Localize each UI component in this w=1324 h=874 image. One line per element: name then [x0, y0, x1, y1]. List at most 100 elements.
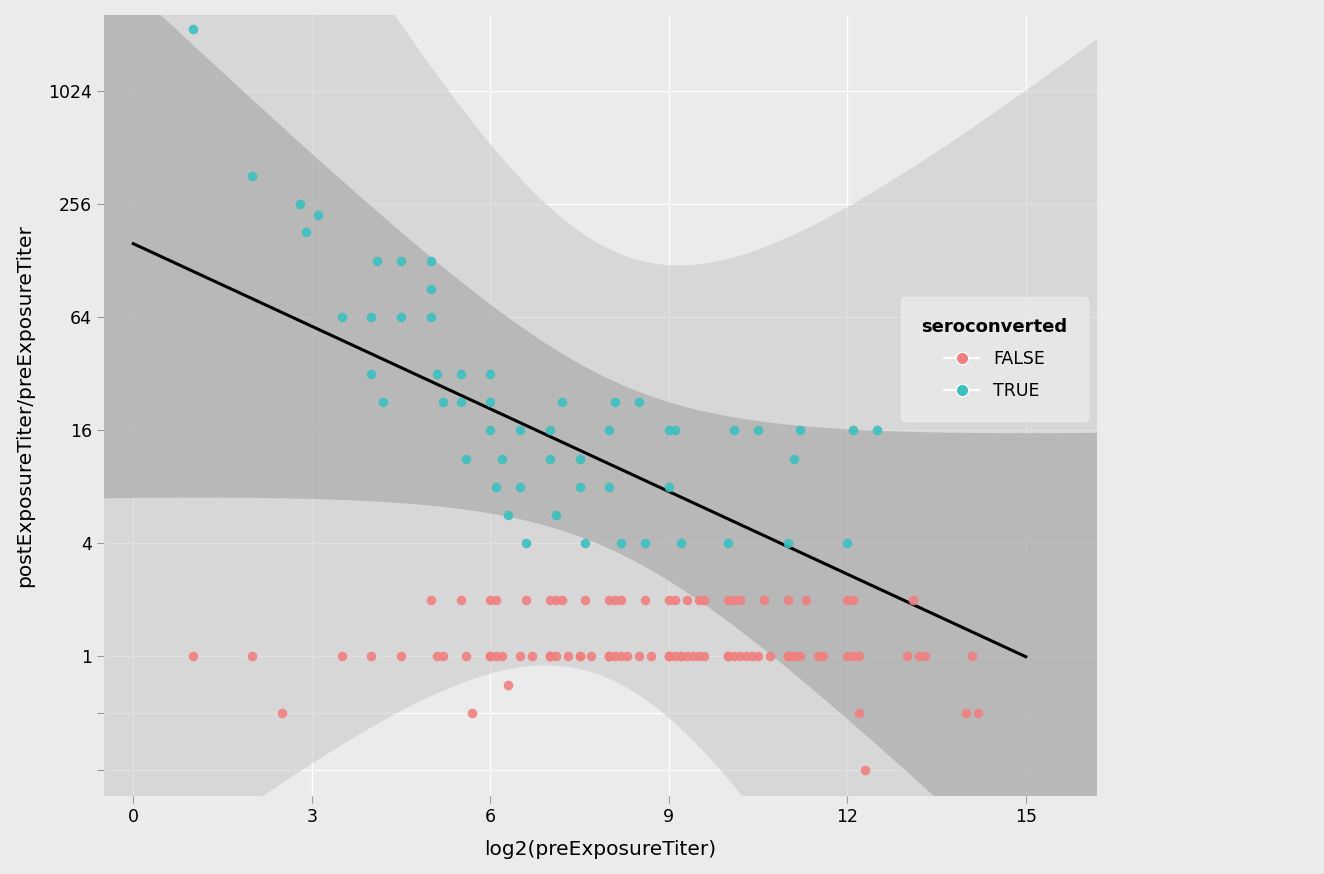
Point	[760, 649, 781, 663]
Point	[777, 649, 798, 663]
Point	[902, 593, 923, 607]
Point	[450, 367, 471, 381]
Point	[730, 649, 751, 663]
Point	[539, 593, 560, 607]
Point	[510, 423, 531, 437]
Point	[545, 508, 567, 522]
Point	[307, 208, 328, 222]
Point	[956, 706, 977, 720]
Point	[242, 169, 263, 183]
Point	[295, 225, 316, 239]
Point	[455, 649, 477, 663]
Point	[539, 649, 560, 663]
Point	[455, 452, 477, 466]
Point	[432, 395, 453, 409]
Point	[677, 593, 698, 607]
Point	[842, 649, 863, 663]
Point	[479, 649, 500, 663]
Point	[242, 649, 263, 663]
Point	[360, 310, 381, 324]
Point	[486, 593, 507, 607]
Point	[551, 593, 572, 607]
Point	[753, 593, 775, 607]
Point	[724, 593, 745, 607]
Point	[331, 649, 352, 663]
Point	[450, 593, 471, 607]
Point	[777, 593, 798, 607]
Point	[634, 593, 655, 607]
Point	[670, 649, 691, 663]
Point	[849, 649, 870, 663]
Point	[658, 649, 679, 663]
Point	[551, 395, 572, 409]
Point	[682, 649, 703, 663]
Point	[391, 649, 412, 663]
Point	[854, 762, 875, 776]
Point	[670, 649, 691, 663]
Point	[510, 649, 531, 663]
Point	[183, 22, 204, 36]
Point	[748, 649, 769, 663]
Point	[617, 649, 638, 663]
Point	[610, 593, 632, 607]
Point	[688, 593, 710, 607]
Point	[569, 649, 591, 663]
Point	[539, 452, 560, 466]
Point	[670, 537, 691, 551]
Point	[724, 649, 745, 663]
Point	[598, 649, 620, 663]
Point	[837, 649, 858, 663]
Point	[610, 537, 632, 551]
Point	[782, 452, 804, 466]
Point	[837, 537, 858, 551]
Point	[718, 649, 739, 663]
Point	[842, 423, 863, 437]
Y-axis label: postExposureTiter/preExposureTiter: postExposureTiter/preExposureTiter	[15, 225, 34, 587]
Point	[598, 649, 620, 663]
Point	[658, 649, 679, 663]
Point	[479, 593, 500, 607]
Point	[598, 423, 620, 437]
Point	[849, 706, 870, 720]
Point	[426, 649, 448, 663]
Point	[557, 649, 579, 663]
Point	[605, 649, 626, 663]
Point	[426, 367, 448, 381]
Point	[515, 537, 536, 551]
Point	[539, 649, 560, 663]
Point	[331, 310, 352, 324]
Point	[658, 480, 679, 494]
Point	[688, 649, 710, 663]
Point	[896, 649, 918, 663]
Point	[658, 649, 679, 663]
Point	[420, 310, 441, 324]
Point	[575, 537, 596, 551]
Point	[789, 423, 810, 437]
Point	[498, 508, 519, 522]
Point	[598, 480, 620, 494]
Point	[598, 593, 620, 607]
Point	[842, 593, 863, 607]
Point	[545, 649, 567, 663]
Point	[569, 649, 591, 663]
Point	[498, 677, 519, 691]
Point	[718, 593, 739, 607]
Point	[694, 649, 715, 663]
Point	[479, 395, 500, 409]
Point	[391, 253, 412, 267]
Point	[491, 452, 512, 466]
X-axis label: log2(preExposureTiter): log2(preExposureTiter)	[485, 840, 716, 859]
Point	[539, 649, 560, 663]
Point	[420, 593, 441, 607]
Point	[789, 649, 810, 663]
Point	[450, 395, 471, 409]
Point	[813, 649, 834, 663]
Point	[581, 649, 602, 663]
Point	[777, 537, 798, 551]
Point	[629, 649, 650, 663]
Point	[605, 395, 626, 409]
Point	[575, 593, 596, 607]
Point	[290, 198, 311, 212]
Point	[420, 282, 441, 296]
Point	[665, 423, 686, 437]
